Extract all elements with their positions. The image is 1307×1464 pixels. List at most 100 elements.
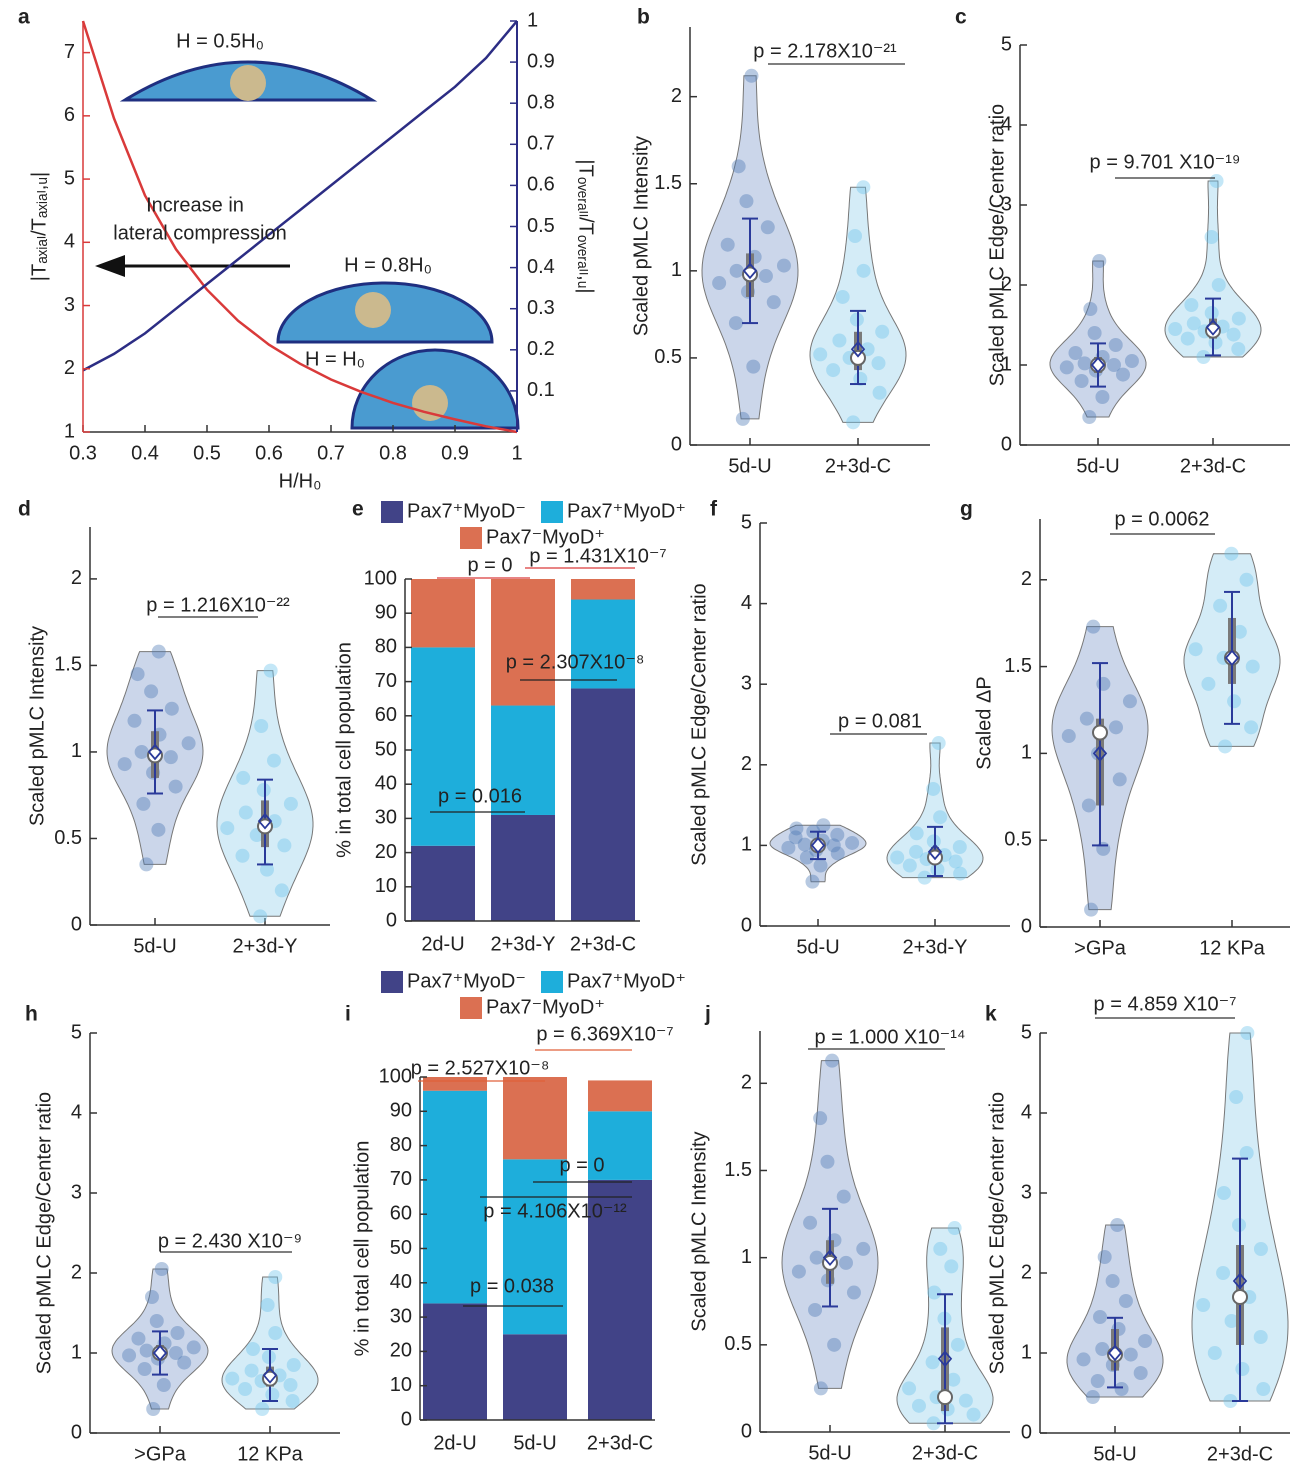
data-point — [254, 719, 269, 733]
data-point — [1092, 254, 1107, 268]
legend-label: Pax7⁻MyoD⁺ — [486, 996, 605, 1018]
data-point — [1207, 1346, 1222, 1360]
p-value: p = 9.701 X10⁻¹⁹ — [1090, 151, 1241, 173]
panel-label: j — [704, 1003, 711, 1026]
y-tick-label: 50 — [390, 1237, 412, 1259]
data-point — [946, 1372, 961, 1387]
bar-segment — [411, 579, 475, 648]
data-point — [776, 258, 791, 273]
violin — [221, 1276, 319, 1410]
data-point — [1227, 694, 1242, 709]
p-value: p = 2.178X10⁻²¹ — [753, 40, 897, 62]
data-point — [255, 1402, 270, 1416]
data-point — [933, 1241, 948, 1256]
bar-segment — [503, 1334, 567, 1420]
legend-label: Pax7⁺MyoD⁺ — [567, 970, 686, 992]
data-point — [151, 644, 166, 659]
p-value: p = 4.859 X10⁻⁷ — [1094, 993, 1237, 1015]
data-point — [830, 846, 845, 861]
y-tick-label: 1 — [1021, 1341, 1032, 1363]
x-tick-label: 0.8 — [379, 442, 407, 464]
data-point — [1093, 1310, 1108, 1324]
x-tick-label: 0.3 — [69, 442, 97, 464]
p-value: p = 0 — [559, 1154, 604, 1176]
data-point — [902, 858, 917, 873]
bar-segment — [423, 1090, 487, 1304]
data-point — [1180, 331, 1195, 346]
y-tick-label: 1 — [741, 834, 752, 856]
mean — [147, 743, 163, 761]
data-point — [1083, 302, 1098, 316]
x-tick-label: 5d-U — [1076, 455, 1119, 477]
data-point — [1239, 572, 1254, 587]
data-point — [131, 1331, 146, 1346]
p-value: p = 2.307X10⁻⁸ — [506, 651, 645, 673]
x-tick-label: >GPa — [134, 1443, 187, 1464]
data-point — [781, 840, 796, 855]
y-tick-label: 2 — [741, 1072, 752, 1094]
data-point — [181, 736, 196, 751]
x-tick-label: 0.9 — [441, 442, 469, 464]
data-point — [286, 1358, 301, 1372]
data-point — [1218, 739, 1233, 754]
data-point — [238, 1382, 253, 1396]
data-point — [277, 838, 292, 853]
y-tick-label: 6 — [64, 104, 75, 126]
line-series — [82, 20, 518, 372]
data-point — [1211, 278, 1226, 292]
data-point — [845, 835, 860, 850]
y-tick-label: 7 — [64, 41, 75, 63]
y-tick-label: 70 — [390, 1168, 412, 1190]
y-tick-label: 0.9 — [527, 50, 555, 72]
data-point — [285, 1394, 300, 1408]
bar-segment — [571, 688, 635, 921]
y-tick-label: 1 — [671, 259, 682, 281]
y-tick-label: 2 — [741, 753, 752, 775]
data-point — [1253, 1242, 1268, 1256]
x-axis-label: H/H₀ — [279, 470, 322, 492]
data-point — [926, 834, 941, 849]
p-value: p = 0.0062 — [1114, 508, 1209, 530]
data-point — [827, 1337, 842, 1352]
arrow-head — [95, 255, 125, 277]
data-point — [122, 1348, 137, 1363]
data-point — [838, 1255, 853, 1270]
data-point — [729, 263, 744, 278]
x-tick-label: 1 — [511, 442, 522, 464]
data-point — [144, 684, 159, 699]
y-axis-label: Scaled pMLC Edge/Center ratio — [986, 104, 1008, 386]
data-point — [283, 1378, 298, 1392]
data-point — [1095, 1342, 1110, 1356]
data-point — [170, 1326, 185, 1340]
y-tick-label: 0.5 — [54, 827, 82, 849]
x-tick-label: 5d-U — [808, 1442, 851, 1464]
x-tick-label: 2+3d-Y — [902, 936, 967, 958]
x-tick-label: 2+3d-Y — [490, 933, 555, 955]
data-point — [1096, 676, 1111, 691]
panel-label: h — [25, 1003, 38, 1026]
y-tick-label: 2 — [1021, 568, 1032, 590]
mean — [1090, 356, 1106, 374]
y-axis-label: % in total cell population — [351, 1141, 373, 1357]
data-point — [856, 180, 871, 195]
data-point — [797, 837, 812, 852]
data-point — [830, 827, 845, 842]
mean — [1224, 649, 1240, 667]
median — [850, 349, 866, 366]
y-tick-label: 0 — [741, 914, 752, 936]
data-point — [1090, 1374, 1105, 1388]
data-point — [1138, 1334, 1153, 1348]
legend-label: Pax7⁺MyoD⁻ — [407, 970, 526, 992]
data-point — [1086, 619, 1101, 634]
x-tick-label: 2d-U — [421, 933, 464, 955]
data-point — [127, 713, 142, 728]
data-point — [1216, 1266, 1231, 1280]
legend-swatch — [460, 527, 482, 549]
y-tick-label: 40 — [390, 1271, 412, 1293]
p-value: p = 0.081 — [838, 710, 922, 732]
data-point — [177, 1355, 192, 1370]
bar-segment — [503, 1077, 567, 1160]
p-value: p = 2.430 X10⁻⁹ — [158, 1230, 302, 1252]
data-point — [902, 1381, 917, 1396]
